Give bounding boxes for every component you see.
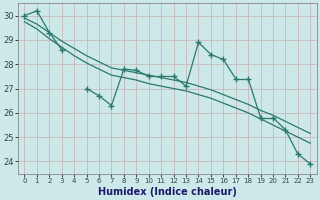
X-axis label: Humidex (Indice chaleur): Humidex (Indice chaleur): [98, 187, 237, 197]
